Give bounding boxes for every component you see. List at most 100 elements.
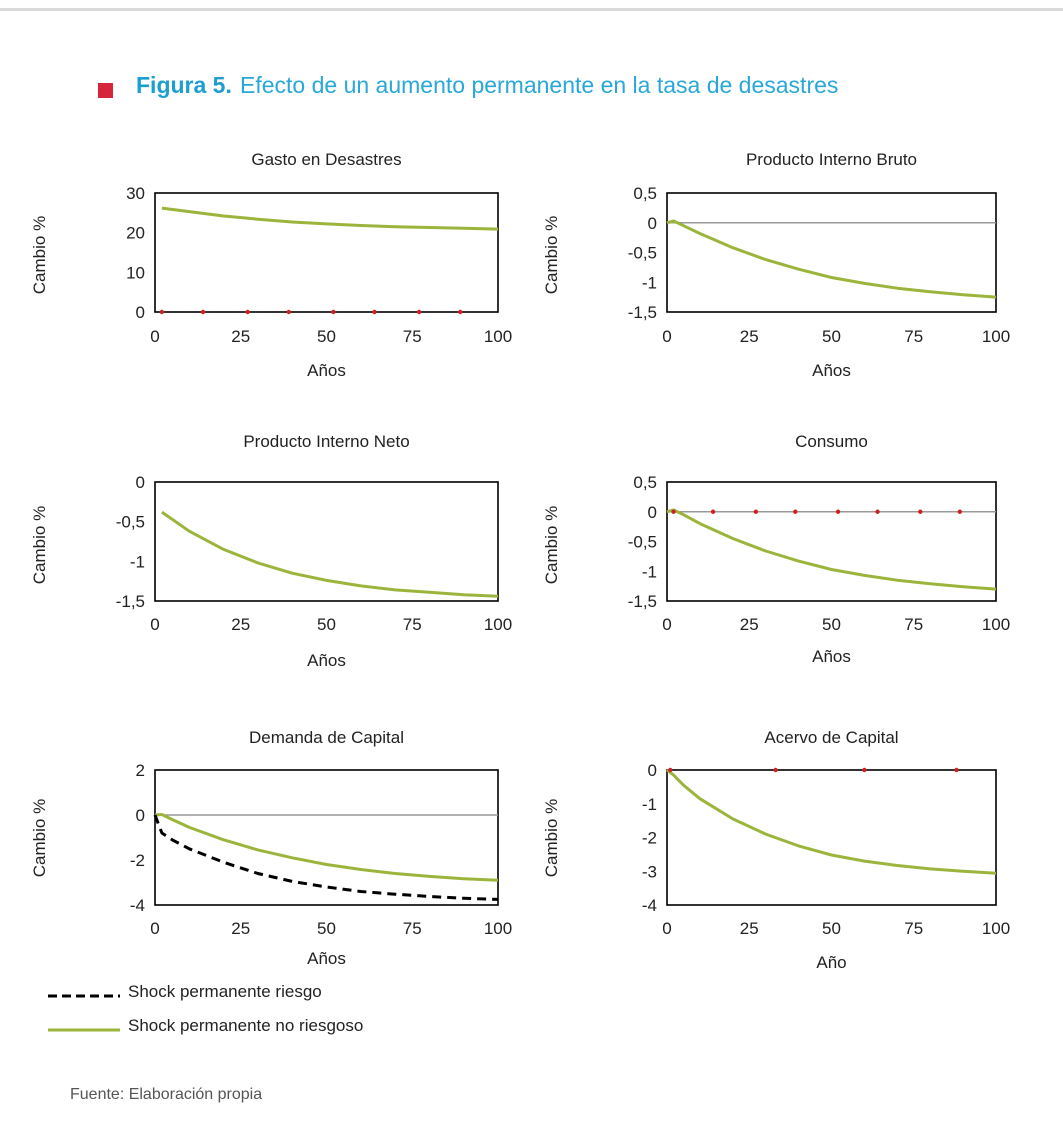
chart-6-xtick-label: 0 xyxy=(662,919,671,938)
chart-1-title: Gasto en Desastres xyxy=(251,150,401,169)
chart-4-marker-point xyxy=(957,509,963,514)
chart-5-series-riesgo-line xyxy=(153,814,499,901)
chart-4-marker-point xyxy=(671,509,676,514)
chart-1-xtick-label: 0 xyxy=(150,327,159,346)
chart-2-ytick-label: -1 xyxy=(642,273,657,292)
chart-6-xtick-label: 100 xyxy=(982,919,1010,938)
chart-4-title: Consumo xyxy=(795,432,868,451)
chart-5-xtick-label: 75 xyxy=(403,919,422,938)
chart-6-ytick-label: 0 xyxy=(648,761,657,780)
chart-5-ytick-label: 2 xyxy=(136,761,145,780)
legend-label-riesgo: Shock permanente riesgo xyxy=(128,982,322,1001)
chart-5-xtick-label: 100 xyxy=(484,919,512,938)
chart-3-x-axis-label: Años xyxy=(307,651,346,670)
chart-2-series-no-riesgoso-line xyxy=(666,219,997,299)
chart-2-plot-frame xyxy=(666,192,997,313)
chart-6-ytick-label: -2 xyxy=(642,829,657,848)
chart-1-xtick-label: 50 xyxy=(317,327,336,346)
chart-2-ytick-label: -0,5 xyxy=(628,244,657,263)
chart-3-ytick-label: -1 xyxy=(130,552,145,571)
legend-swatch-dashed xyxy=(48,994,120,998)
chart-6-xtick-label: 25 xyxy=(740,919,759,938)
chart-5-ytick-label: -2 xyxy=(130,851,145,870)
figure-bullet-square xyxy=(98,83,113,98)
chart-3-title: Producto Interno Neto xyxy=(243,432,409,451)
chart-6-marker-point xyxy=(668,767,673,773)
chart-5-x-axis-label: Años xyxy=(307,949,346,968)
legend-label-no-riesgoso: Shock permanente no riesgoso xyxy=(128,1016,364,1035)
chart-1-xtick-label: 25 xyxy=(231,327,250,346)
chart-4-ytick-label: -1 xyxy=(642,562,657,581)
chart-1-ytick-label: 0 xyxy=(136,303,145,322)
chart-6-marker-point xyxy=(862,767,867,773)
chart-1-marker-point xyxy=(200,309,206,315)
chart-2-ytick-label: 0,5 xyxy=(633,184,657,203)
figure-title-text: Efecto de un aumento permanente en la ta… xyxy=(240,72,839,98)
chart-5-xtick-label: 0 xyxy=(150,919,159,938)
chart-1-marker-point xyxy=(372,309,377,315)
chart-1-x-axis-label: Años xyxy=(307,361,346,380)
chart-6-ytick-label: -3 xyxy=(642,862,657,881)
chart-4-y-axis-label: Cambio % xyxy=(542,506,561,584)
chart-3-ytick-label: -0,5 xyxy=(116,513,145,532)
chart-2-xtick-label: 75 xyxy=(904,327,923,346)
chart-3-series-no-riesgoso-line xyxy=(161,510,499,598)
chart-4-xtick-label: 25 xyxy=(740,615,759,634)
chart-4-marker-point xyxy=(835,509,841,514)
chart-2-xtick-label: 50 xyxy=(822,327,841,346)
chart-2-title: Producto Interno Bruto xyxy=(746,150,917,169)
chart-4-series-no-riesgoso-line xyxy=(666,508,997,591)
chart-1-series-no-riesgoso-line xyxy=(161,206,499,231)
chart-5-ytick-label: 0 xyxy=(136,806,145,825)
chart-3-ytick-label: 0 xyxy=(136,473,145,492)
top-rule xyxy=(0,8,1063,11)
chart-6-ytick-label: -4 xyxy=(642,896,657,915)
figure-source: Fuente: Elaboración propia xyxy=(70,1086,263,1103)
chart-5-title: Demanda de Capital xyxy=(249,728,404,747)
chart-1-marker-point xyxy=(416,309,422,315)
chart-4-x-axis-label: Años xyxy=(812,647,851,666)
legend-swatch-solid xyxy=(48,1028,120,1032)
chart-6-marker-point xyxy=(954,767,959,773)
chart-1-plot-frame xyxy=(154,192,499,313)
chart-4-marker-point xyxy=(875,509,880,514)
chart-5-ytick-label: -4 xyxy=(130,896,145,915)
chart-4-xtick-label: 100 xyxy=(982,615,1010,634)
chart-4-marker-point xyxy=(918,509,923,514)
chart-1-xtick-label: 100 xyxy=(484,327,512,346)
chart-3-xtick-label: 100 xyxy=(484,615,512,634)
chart-6-ytick-label: -1 xyxy=(642,795,657,814)
chart-2-xtick-label: 100 xyxy=(982,327,1010,346)
chart-1-xtick-label: 75 xyxy=(403,327,422,346)
chart-3-ytick-label: -1,5 xyxy=(116,592,145,611)
chart-4-xtick-label: 75 xyxy=(904,615,923,634)
chart-6-marker-point xyxy=(773,767,778,773)
chart-1-marker-point xyxy=(458,309,463,315)
chart-4-ytick-label: 0,5 xyxy=(633,473,657,492)
chart-1-marker-point xyxy=(245,309,250,315)
chart-2-xtick-label: 25 xyxy=(740,327,759,346)
chart-1-marker-point xyxy=(159,309,165,315)
chart-4-ytick-label: -0,5 xyxy=(628,533,657,552)
chart-1-ytick-label: 10 xyxy=(126,263,145,282)
chart-5-xtick-label: 50 xyxy=(317,919,336,938)
chart-2-xtick-label: 0 xyxy=(662,327,671,346)
chart-6-xtick-label: 50 xyxy=(822,919,841,938)
chart-2-ytick-label: 0 xyxy=(648,214,657,233)
chart-4-marker-point xyxy=(753,509,759,514)
chart-6-y-axis-label: Cambio % xyxy=(542,799,561,877)
chart-3-y-axis-label: Cambio % xyxy=(30,506,49,584)
chart-3-plot-frame xyxy=(154,481,499,602)
chart-5-xtick-label: 25 xyxy=(231,919,250,938)
chart-6-title: Acervo de Capital xyxy=(764,728,898,747)
chart-5-series-no-riesgoso-line xyxy=(154,813,499,882)
chart-1-marker-point xyxy=(331,309,336,315)
chart-1-y-axis-label: Cambio % xyxy=(30,216,49,294)
chart-6-plot-frame xyxy=(666,769,997,906)
chart-6-x-axis-label: Año xyxy=(816,953,846,972)
chart-4-plot-frame xyxy=(666,481,997,602)
chart-4-ytick-label: 0 xyxy=(648,503,657,522)
chart-1-ytick-label: 30 xyxy=(126,184,145,203)
chart-6-xtick-label: 75 xyxy=(904,919,923,938)
